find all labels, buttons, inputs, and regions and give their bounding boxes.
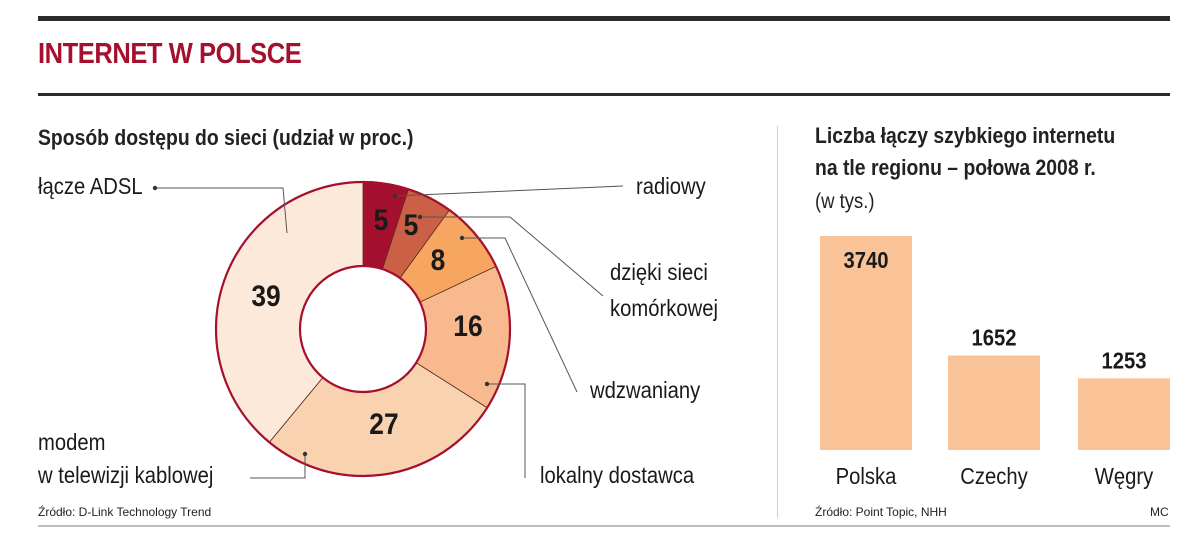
- bar-category-2: Czechy: [960, 463, 1028, 490]
- bottom-rule: [38, 525, 1170, 527]
- slice-value-2: 5: [404, 207, 419, 241]
- bar-chart-unit: (w tys.): [815, 190, 875, 213]
- leader-dot-6: [152, 185, 158, 191]
- slice-value-3: 8: [431, 242, 446, 276]
- bar-source: Źródło: Point Topic, NHH: [815, 505, 947, 519]
- slice-value-5: 27: [369, 406, 398, 440]
- legend-label-6-1: łącze ADSL: [38, 173, 143, 200]
- title-rule: [38, 93, 1170, 96]
- leader-dot-4: [484, 381, 490, 387]
- slice-value-4: 16: [453, 308, 482, 342]
- leader-line-5: [250, 454, 306, 479]
- leader-dot-1: [392, 193, 398, 199]
- donut-hole: [298, 264, 428, 394]
- leader-line-4: [487, 383, 526, 478]
- bar-value-1: 3740: [843, 247, 888, 274]
- legend-label-5-1: modem: [38, 429, 105, 456]
- bar-category-1: Polska: [836, 463, 898, 490]
- leader-dot-3: [459, 235, 465, 241]
- leader-line-1: [394, 185, 624, 197]
- bar-category-3: Węgry: [1095, 463, 1154, 490]
- legend-label-3-1: wdzwaniany: [589, 377, 700, 404]
- donut-source: Źródło: D-Link Technology Trend: [38, 505, 212, 519]
- top-rule: [38, 16, 1170, 21]
- legend-label-4-1: lokalny dostawca: [540, 462, 695, 489]
- page-title: INTERNET W POLSCE: [38, 38, 302, 70]
- bar-chart-title-line-2: na tle regionu – połowa 2008 r.: [815, 155, 1096, 180]
- donut-chart-title: Sposób dostępu do sieci (udział w proc.): [38, 125, 414, 150]
- legend-label-2-2: komórkowej: [610, 295, 718, 322]
- slice-value-6: 39: [251, 278, 280, 312]
- credit: MC: [1150, 505, 1169, 519]
- bar-czechy: [948, 355, 1040, 450]
- bar-value-2: 1652: [971, 324, 1016, 351]
- leader-dot-2: [417, 214, 423, 220]
- donut-outline: [214, 180, 512, 478]
- bar-polska: [820, 236, 912, 450]
- panel-divider: [777, 126, 778, 518]
- legend-label-2-1: dzięki sieci: [610, 259, 708, 286]
- leader-line-3: [462, 237, 578, 393]
- slice-value-1: 5: [374, 202, 389, 236]
- bar-węgry: [1078, 378, 1170, 450]
- leader-line-2: [420, 216, 604, 297]
- leader-line-6: [155, 187, 288, 234]
- legend-label-5-2: w telewizji kablowej: [37, 462, 213, 489]
- legend-label-1-1: radiowy: [636, 173, 706, 200]
- bar-chart-title-line-1: Liczba łączy szybkiego internetu: [815, 123, 1116, 148]
- leader-dot-5: [302, 451, 308, 457]
- bar-value-3: 1253: [1101, 347, 1146, 374]
